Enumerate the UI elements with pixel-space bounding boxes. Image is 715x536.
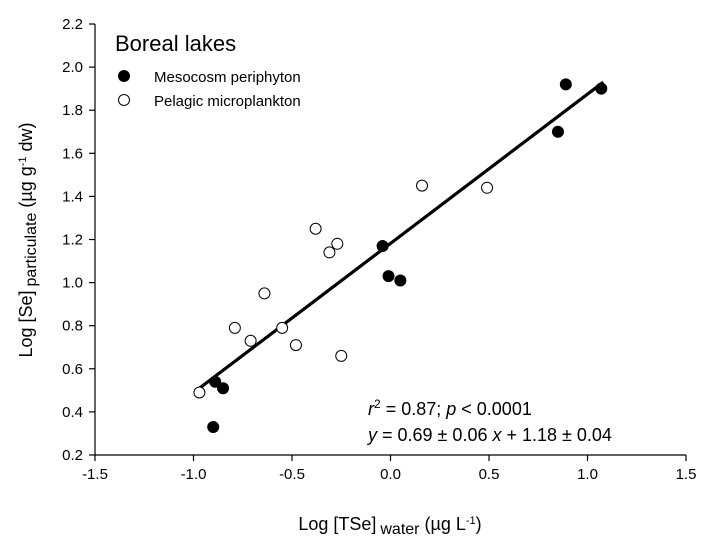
x-tick-label: -1.5 — [82, 466, 108, 483]
legend-label-mesocosm-periphyton: Mesocosm periphyton — [154, 69, 301, 86]
data-point-mesocosm-periphyton — [595, 82, 608, 95]
y-tick-label: 1.0 — [62, 275, 83, 292]
y-tick-label: 0.2 — [62, 447, 83, 464]
data-point-pelagic-microplankton — [416, 179, 429, 192]
data-point-mesocosm-periphyton — [217, 382, 230, 395]
y-tick-label: 1.6 — [62, 145, 83, 162]
x-tick-label: -1.0 — [181, 466, 207, 483]
data-point-pelagic-microplankton — [335, 349, 348, 362]
data-points — [193, 78, 608, 433]
x-tick-label: 1.5 — [676, 466, 697, 483]
data-point-mesocosm-periphyton — [207, 420, 220, 433]
y-axis-label: Log [Se]particulate (µg g-1 dw) — [16, 122, 40, 357]
data-point-mesocosm-periphyton — [551, 125, 564, 138]
data-point-pelagic-microplankton — [258, 287, 271, 300]
data-point-mesocosm-periphyton — [394, 274, 407, 287]
x-tick-label: 1.0 — [577, 466, 598, 483]
regression-line — [198, 80, 605, 390]
y-ticks: 0.2 0.4 0.6 0.8 1.0 1.2 1.4 1.6 1.8 2.0 2.2 — [62, 16, 95, 464]
y-tick-label: 1.4 — [62, 188, 83, 205]
x-tick-label: -0.5 — [279, 466, 305, 483]
data-point-pelagic-microplankton — [331, 237, 344, 250]
legend-label-pelagic-microplankton: Pelagic microplankton — [154, 93, 301, 110]
regression-stats: r2 = 0.87; p < 0.0001 y = 0.69 ± 0.06 x … — [366, 397, 612, 445]
data-point-pelagic-microplankton — [276, 321, 289, 334]
data-point-pelagic-microplankton — [244, 334, 257, 347]
chart-title: Boreal lakes — [115, 31, 236, 56]
data-point-mesocosm-periphyton — [559, 78, 572, 91]
axes: -1.5 -1.0 -0.5 0.0 0.5 1.0 1.5 0.2 0.4 0.6 0.8 1.0… — [62, 16, 696, 483]
data-point-pelagic-microplankton — [309, 222, 322, 235]
y-tick-label: 2.0 — [62, 59, 83, 76]
data-point-pelagic-microplankton — [481, 181, 494, 194]
data-point-pelagic-microplankton — [193, 386, 206, 399]
y-tick-label: 0.4 — [62, 404, 83, 421]
r-squared-annotation: r2 = 0.87; p < 0.0001 — [368, 397, 532, 419]
legend-marker-pelagic-microplankton — [118, 94, 130, 106]
legend-marker-mesocosm-periphyton — [118, 70, 130, 82]
y-tick-label: 1.2 — [62, 232, 83, 249]
y-tick-label: 0.8 — [62, 318, 83, 335]
x-tick-label: 0.5 — [479, 466, 500, 483]
y-tick-label: 1.8 — [62, 102, 83, 119]
data-point-mesocosm-periphyton — [382, 270, 395, 283]
x-tick-label: 0.0 — [380, 466, 401, 483]
data-point-mesocosm-periphyton — [209, 375, 222, 388]
x-ticks: -1.5 -1.0 -0.5 0.0 0.5 1.0 1.5 — [82, 455, 696, 483]
data-point-pelagic-microplankton — [323, 246, 336, 259]
data-point-pelagic-microplankton — [289, 339, 302, 352]
legend: Mesocosm periphyton Pelagic microplankto… — [118, 69, 301, 110]
x-axis-label: Log [TSe] water (µg L-1) — [298, 514, 481, 536]
data-point-mesocosm-periphyton — [376, 239, 389, 252]
regression-equation: y = 0.69 ± 0.06 x + 1.18 ± 0.04 — [366, 425, 612, 445]
data-point-pelagic-microplankton — [228, 321, 241, 334]
y-tick-label: 0.6 — [62, 361, 83, 378]
y-tick-label: 2.2 — [62, 16, 83, 33]
